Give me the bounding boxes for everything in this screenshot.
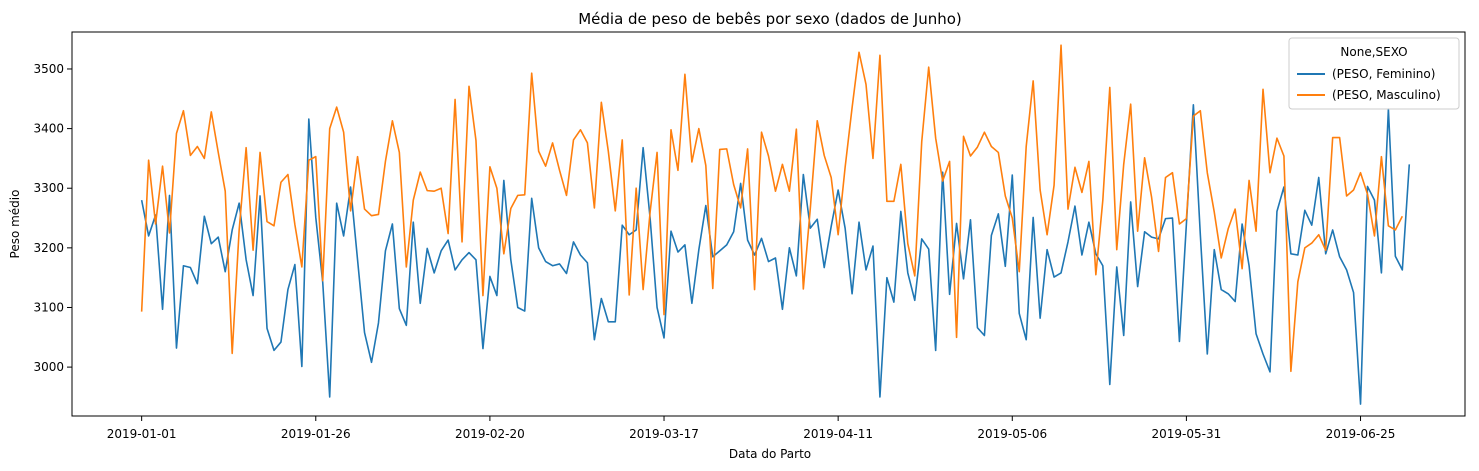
x-axis: 2019-01-01 2019-01-26 2019-02-20 2019-03-17… (107, 416, 1396, 441)
legend-label-feminino: (PESO, Feminino) (1332, 67, 1435, 81)
legend-box (1288, 37, 1460, 110)
y-axis: 3000 3100 3200 3300 3400 3500 (33, 62, 72, 374)
y-tick-label: 3100 (33, 300, 64, 314)
x-axis-label: Data do Parto (729, 447, 811, 461)
y-tick-label: 3500 (33, 62, 64, 76)
x-tick-label: 2019-01-26 (281, 427, 351, 441)
y-tick-label: 3200 (33, 241, 64, 255)
y-axis-label: Peso médio (8, 190, 22, 259)
series-line-feminino (140, 103, 1411, 405)
plot-area-frame (71, 31, 1466, 417)
x-tick-label: 2019-05-06 (977, 427, 1047, 441)
y-tick-label: 3300 (33, 181, 64, 195)
x-tick-label: 2019-03-17 (629, 427, 699, 441)
x-tick-label: 2019-06-25 (1326, 427, 1396, 441)
chart-title: Média de peso de bebês por sexo (dados d… (578, 10, 962, 28)
y-tick-label: 3400 (33, 122, 64, 136)
x-tick-label: 2019-04-11 (803, 427, 873, 441)
series-line-masculino (140, 44, 1404, 373)
x-tick-label: 2019-02-20 (455, 427, 525, 441)
legend-title: None,SEXO (1340, 45, 1407, 59)
legend: None,SEXO (PESO, Feminino) (PESO, Mascul… (1288, 37, 1460, 110)
legend-label-masculino: (PESO, Masculino) (1332, 88, 1441, 102)
y-tick-label: 3000 (33, 360, 64, 374)
x-tick-label: 2019-01-01 (107, 427, 177, 441)
x-tick-label: 2019-05-31 (1152, 427, 1222, 441)
series-layer (140, 44, 1411, 405)
